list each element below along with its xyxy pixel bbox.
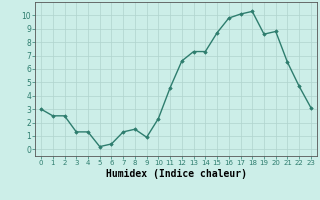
X-axis label: Humidex (Indice chaleur): Humidex (Indice chaleur) (106, 169, 246, 179)
